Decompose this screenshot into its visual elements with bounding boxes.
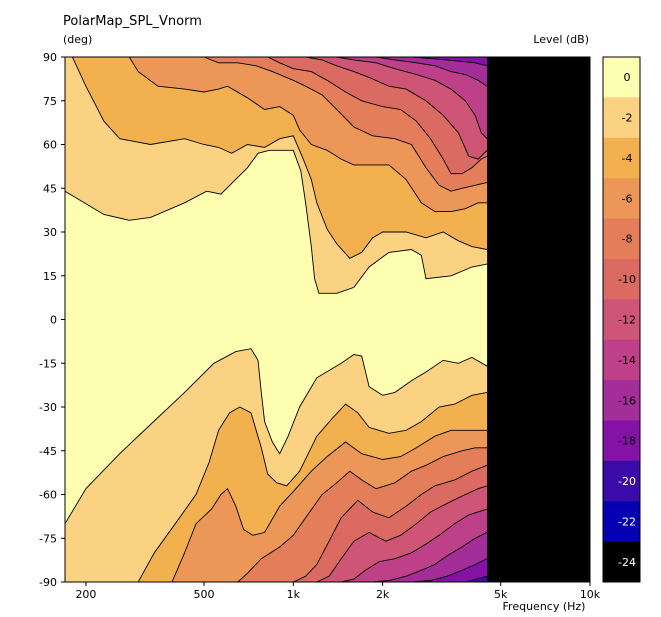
colorbar-tick-label: -14	[618, 354, 636, 367]
colorbar-tick-label: -20	[618, 475, 636, 488]
colorbar-swatch	[603, 420, 640, 462]
colorbar-swatch	[603, 218, 640, 260]
no-data-region	[487, 57, 590, 582]
y-tick-label: 30	[43, 226, 57, 239]
y-tick-label: 90	[43, 51, 57, 64]
level-band-bottom-9	[411, 558, 490, 582]
contour-line	[128, 57, 488, 213]
y-tick-label: -90	[39, 576, 57, 589]
contour-line	[465, 575, 488, 582]
x-tick-label: 2k	[376, 588, 390, 601]
contour-line	[375, 57, 488, 87]
y-tick-label: -30	[39, 401, 57, 414]
colorbar-swatch	[603, 137, 640, 179]
y-tick-label: -60	[39, 489, 57, 502]
x-axis-label: Frequency (Hz)	[503, 600, 586, 613]
contour-line	[171, 429, 488, 582]
colorbar-swatch	[603, 541, 640, 583]
y-tick-label: -45	[39, 445, 57, 458]
contour-line	[65, 391, 488, 582]
x-tick-label: 10k	[580, 588, 601, 601]
contour-line	[65, 57, 488, 259]
y-tick-label: 75	[43, 95, 57, 108]
y-tick-label: 0	[50, 314, 57, 327]
x-tick-label: 1k	[287, 588, 301, 601]
contour-line	[411, 558, 488, 582]
contour-line	[305, 57, 488, 160]
y-tick-label: 15	[43, 270, 57, 283]
x-tick-label: 500	[194, 588, 215, 601]
y-tick-label: -15	[39, 357, 57, 370]
colorbar-tick-label: -22	[618, 515, 636, 528]
contour-line	[336, 57, 488, 140]
colorbar-tick-label: -24	[618, 556, 636, 569]
x-axis: 200 500 1k 2k 5k 10k	[75, 582, 601, 601]
colorbar-swatch	[603, 299, 640, 341]
contour-line	[65, 348, 488, 582]
y-axis: 90 75 60 45 30 15 0 -15 -30 -45 -60 -75 -90	[39, 51, 65, 589]
contour-line	[411, 57, 488, 67]
colorbar-swatch	[603, 460, 640, 502]
colorbar-tick-label: 0	[624, 71, 631, 84]
contour-line	[203, 57, 488, 192]
colorbar-label: Level (dB)	[533, 33, 589, 46]
colorbar-swatch	[603, 380, 640, 421]
chart-title: PolarMap_SPL_Vnorm	[63, 14, 202, 29]
colorbar-tick-label: -8	[622, 233, 633, 246]
colorbar-tick-label: -18	[618, 435, 636, 448]
plot-area	[64, 56, 591, 583]
contour-line	[237, 447, 488, 582]
colorbar-swatch	[603, 57, 640, 98]
colorbar-swatch	[603, 178, 640, 220]
colorbar-swatch	[603, 97, 640, 139]
level-band-top-9	[411, 57, 490, 66]
y-tick-label: 45	[43, 182, 57, 195]
colorbar: 0 -2 -4 -6 -8 -10 -12 -14 -16 -18 -20 -22 -24	[602, 56, 641, 583]
level-band-top-8	[376, 57, 490, 87]
contour-line	[267, 57, 488, 175]
colorbar-swatch	[603, 501, 640, 543]
x-tick-label: 5k	[494, 588, 508, 601]
contour-line	[372, 531, 488, 582]
x-tick-label: 200	[75, 588, 96, 601]
colorbar-tick-label: -4	[622, 152, 633, 165]
level-band-top-7	[336, 57, 490, 139]
y-tick-label: -75	[39, 532, 57, 545]
contour-line	[341, 508, 488, 582]
y-tick-label: 60	[43, 139, 57, 152]
contour-line	[293, 464, 488, 582]
colorbar-tick-label: -12	[618, 314, 636, 327]
colorbar-frame	[602, 56, 641, 583]
colorbar-tick-label: -2	[622, 112, 633, 125]
colorbar-tick-label: -16	[618, 394, 636, 407]
level-band-bottom-8	[372, 532, 490, 582]
contour-line	[316, 485, 488, 582]
colorbar-swatch	[603, 339, 640, 381]
colorbar-tick-label: -6	[622, 192, 633, 205]
colorbar-swatch	[603, 258, 640, 300]
contour-line	[65, 149, 488, 294]
y-axis-label: (deg)	[63, 33, 92, 46]
colorbar-tick-label: -10	[618, 273, 636, 286]
